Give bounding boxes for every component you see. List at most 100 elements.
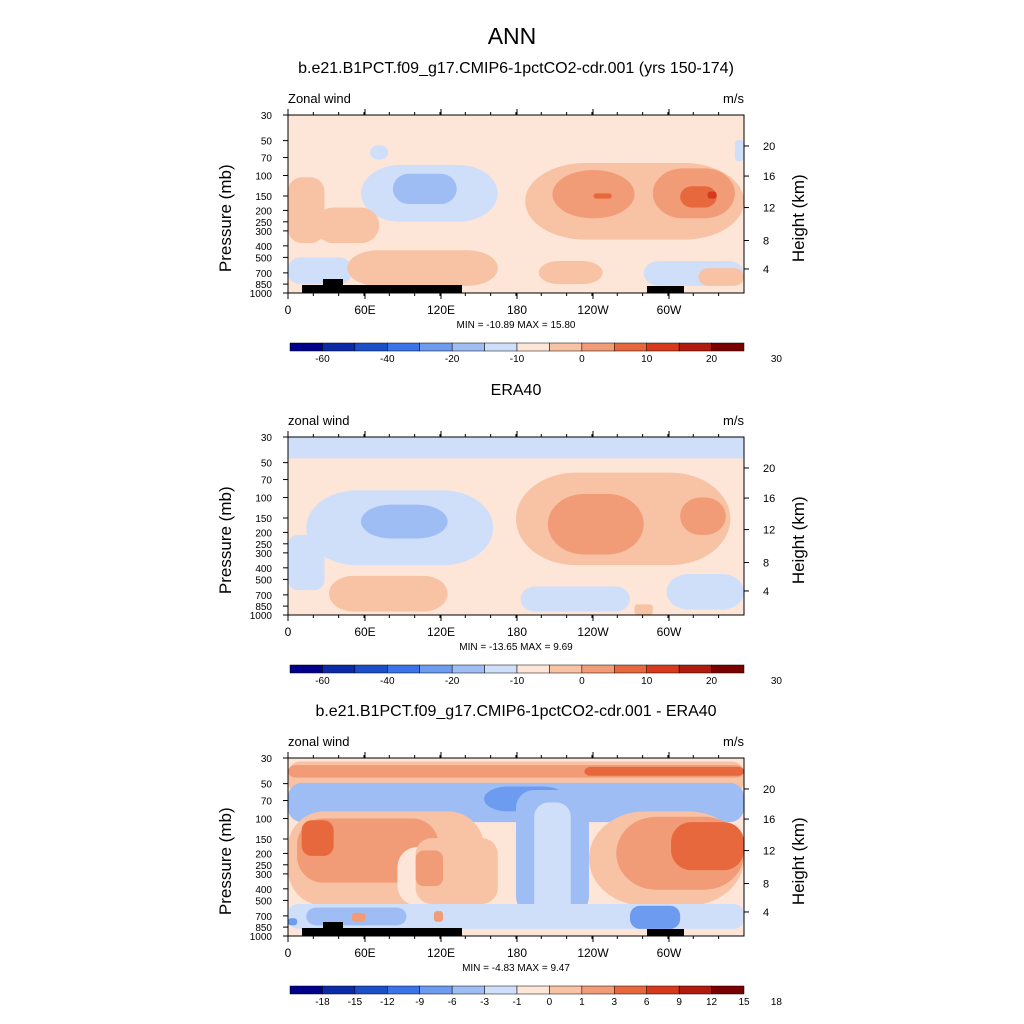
colorbar-label: 30 [771,354,783,365]
colorbar-box [646,342,680,352]
x-tick-label: 120E [427,625,455,639]
colorbar-box [678,664,712,674]
colorbar-box [451,342,485,352]
colorbar-label: -18 [315,997,330,1008]
colorbar-label: -3 [480,997,489,1008]
figure-title: ANN [488,23,537,49]
y-tick-label: 400 [255,885,272,896]
contour-region-4 [584,766,744,776]
colorbar-label: 6 [644,997,650,1008]
y-axis-title: Pressure (mb) [216,486,235,594]
y-tick-label: 150 [255,192,272,203]
topography-mask-2 [323,922,343,936]
y-tick-label: 1000 [250,289,273,300]
colorbar-label: -10 [510,354,525,365]
colorbar-box [549,342,583,352]
y-tick-label: 400 [255,564,272,575]
x-tick-label: 60E [354,946,375,960]
colorbar-label: 18 [771,997,783,1008]
colorbar-label: -20 [445,354,460,365]
y-tick-label: 250 [255,218,272,229]
topography-mask-1 [302,928,462,936]
x-tick-label: 60E [354,625,375,639]
units-label: m/s [723,734,744,749]
contour-region-14 [707,191,717,199]
topography-mask-4 [434,930,436,936]
contour-region-3 [370,145,389,160]
x-tick-label: 60W [657,946,682,960]
x-tick-label: 0 [285,946,292,960]
y-tick-label: 500 [255,575,272,586]
y-tick-label: 850 [255,602,272,613]
min-max-stats: MIN = -4.83 MAX = 9.47 [462,963,570,974]
y-axis-title: Pressure (mb) [216,164,235,272]
colorbar-box [451,664,485,674]
variable-label: Zonal wind [288,91,351,106]
colorbar-box [451,985,485,995]
y2-tick-label: 4 [763,264,769,276]
y2-tick-label: 16 [763,493,775,505]
y-tick-label: 850 [255,280,272,291]
contour-region-23 [433,911,444,922]
colorbar-box [354,985,388,995]
y2-tick-label: 12 [763,203,775,215]
contour-region-12 [301,820,334,856]
topography-mask-3 [418,285,422,293]
colorbar-label: -6 [448,997,457,1008]
contour-region-9 [534,802,571,922]
contour-region-4 [734,139,744,162]
colorbar-box [484,342,518,352]
variable-label: zonal wind [288,734,349,749]
min-max-stats: MIN = -10.89 MAX = 15.80 [457,320,576,331]
y-tick-label: 300 [255,549,272,560]
y-tick-label: 500 [255,896,272,907]
min-max-stats: MIN = -13.65 MAX = 9.69 [459,642,573,653]
y2-tick-label: 8 [763,557,769,569]
x-tick-label: 180 [507,625,527,639]
y-tick-label: 250 [255,861,272,872]
y2-axis-title: Height (km) [789,496,808,584]
y-tick-label: 1000 [250,611,273,622]
colorbar-label: 3 [612,997,618,1008]
contour-region-13 [593,193,612,199]
y-tick-label: 70 [261,797,273,808]
colorbar-box [387,342,420,352]
contour-region-18 [698,268,744,286]
colorbar-label: -15 [348,997,363,1008]
colorbar-label: -60 [315,676,330,687]
y-tick-label: 50 [261,137,273,148]
y-tick-label: 100 [255,494,272,505]
y-tick-label: 30 [261,433,273,444]
y-tick-label: 70 [261,476,273,487]
colorbar-label: 0 [579,354,585,365]
y2-axis-title: Height (km) [789,174,808,262]
x-tick-label: 0 [285,625,292,639]
y-tick-label: 100 [255,172,272,183]
panels: b.e21.B1PCT.f09_g17.CMIP6-1pctCO2-cdr.00… [216,60,808,1008]
colorbar-label: -40 [380,354,395,365]
colorbar-box [419,342,453,352]
x-tick-label: 120W [577,946,609,960]
y-tick-label: 50 [261,459,273,470]
units-label: m/s [723,91,744,106]
contour-region-16 [538,260,603,285]
colorbar-box [711,342,745,352]
y-tick-label: 50 [261,780,273,791]
y-tick-label: 150 [255,514,272,525]
contour-region-7 [288,177,325,244]
colorbar-box [419,664,453,674]
colorbar-box [289,664,323,674]
colorbar-label: -40 [380,676,395,687]
y-tick-label: 250 [255,540,272,551]
y-tick-label: 1000 [250,932,273,943]
colorbar-box [289,985,323,995]
contour-region-8 [315,207,380,244]
colorbar-label: -12 [380,997,395,1008]
contour-region-7 [547,493,644,555]
x-tick-label: 60W [657,303,682,317]
colorbar-label: 30 [771,676,783,687]
colorbar-label: 1 [579,997,585,1008]
colorbar-box [581,985,615,995]
colorbar-box [354,664,388,674]
